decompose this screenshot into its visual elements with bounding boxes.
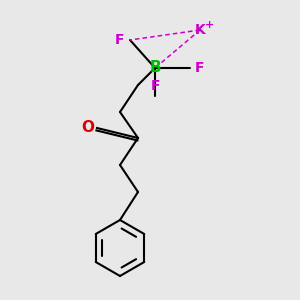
Text: F: F — [195, 61, 205, 75]
Text: K: K — [195, 23, 206, 37]
Text: F: F — [115, 33, 125, 47]
Text: F: F — [150, 79, 160, 93]
Text: O: O — [82, 121, 94, 136]
Text: B: B — [149, 61, 161, 76]
Text: +: + — [204, 20, 214, 30]
